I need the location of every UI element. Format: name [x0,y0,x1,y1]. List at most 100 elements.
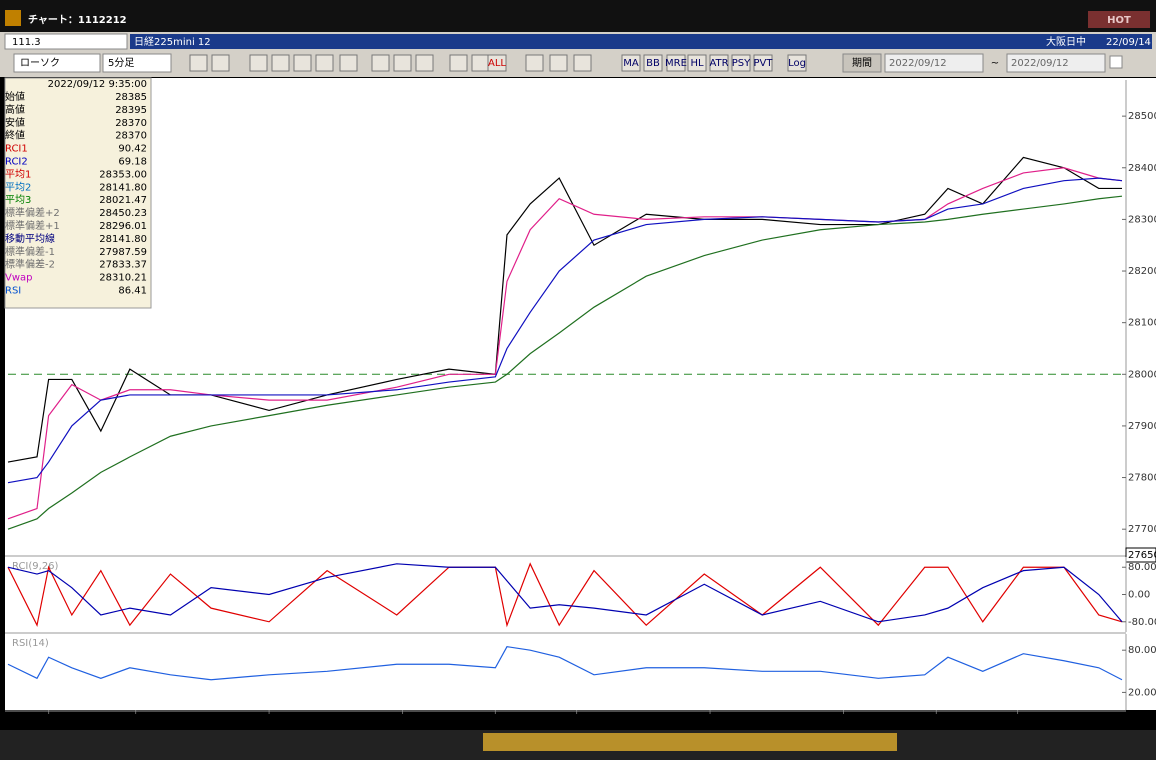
chart-style[interactable]: ローソク [20,57,60,69]
toolbar-icon [549,54,568,72]
info-rows: 始値 28385 高値 28395 安値 28370 終値 28370 RCI1 90.42 RCI… [5,90,147,297]
symbol-name: 日経225mini 12 [134,35,211,48]
info-label: 平均2 [5,181,31,193]
period-button[interactable] [842,53,882,73]
info-value: 69.18 [118,157,147,168]
info-label: 終値 [5,129,25,142]
toolbar-button[interactable] [709,54,729,72]
info-label: 標準偏差-2 [5,258,55,271]
toolbar-icon [449,54,468,72]
style-select[interactable] [13,53,101,73]
y-tick-label: 28100 [1128,318,1156,329]
date-to[interactable]: 2022/09/12 [1011,58,1069,69]
x-tick-label: 12 [703,715,717,726]
toolbar-icons: ALL MA BB MRE HL ATR PSY PVT Log [189,54,807,72]
toolbar-button[interactable] [787,54,807,72]
toolbar-icon [393,54,412,72]
hot-label[interactable]: HOT [1107,15,1131,26]
y-tick-label: 80.00 [1128,562,1156,573]
toolbar-icon [189,54,208,72]
info-value: 86.41 [118,286,147,297]
checkbox[interactable] [1109,55,1123,69]
current-price-box [1125,547,1156,563]
toolbar-button[interactable] [621,54,641,72]
info-value: 28450.23 [99,208,147,219]
date: 22/09/14 [1106,37,1151,48]
info-value: 28141.80 [99,234,147,245]
toolbar-button[interactable] [753,54,773,72]
info-label: 標準偏差+1 [5,219,60,232]
toolbar-icon [271,54,290,72]
y-tick-label: 28500 [1128,111,1156,122]
toolbar-icon [211,54,230,72]
info-value: 28370 [115,131,147,142]
panel-title: RSI(14) [12,638,49,649]
panel-title: RCI(9,26) [12,561,59,572]
toolbar-button[interactable] [687,54,707,72]
toolbar-button-label[interactable]: ATR [709,58,728,69]
toolbar-button-label[interactable]: Log [788,58,806,69]
toolbar-icon [415,54,434,72]
info-value: 28353.00 [99,169,147,180]
info-value: 28395 [115,105,147,116]
x-tick-label: 12/8:45 [474,715,516,726]
date-from[interactable]: 2022/09/12 [889,58,947,69]
series-line [7,167,1123,520]
info-value: 28296.01 [99,221,147,232]
toolbar-icon [471,54,490,72]
period-label[interactable]: 期間 [852,57,872,69]
info-label: RCI1 [5,144,28,155]
x-tick-label: 14 [837,715,851,726]
interval[interactable]: 5分足 [108,57,134,69]
series-line [7,177,1123,484]
info-label: 移動平均線 [5,232,55,245]
info-label: 平均1 [5,168,31,180]
toolbar-button-label[interactable]: MA [623,58,639,69]
y-tick-label: 20.00 [1128,687,1156,698]
date-from-box[interactable] [884,53,984,73]
app-icon [5,10,21,26]
info-label: RSI [5,286,21,297]
info-value: 27833.37 [99,260,147,271]
symbol-bar [130,34,1152,49]
toolbar-button-label[interactable]: PSY [732,58,751,69]
series-line [7,646,1123,681]
toolbar-button[interactable] [731,54,751,72]
x-tick-label: 13/8:45 [915,715,957,726]
info-value: 90.42 [118,144,147,155]
title-bar [0,0,1156,32]
series-line [7,156,1122,463]
info-value: 28385 [115,92,147,103]
window-title: チャート：1112212 [28,14,127,26]
toolbar-button-label[interactable]: HL [690,58,704,69]
symbol-select[interactable] [4,33,128,50]
toolbar-button-label[interactable]: ALL [488,58,506,69]
toolbar-button-label[interactable]: PVT [754,58,774,69]
symbol-code[interactable]: 111.3 [12,37,41,48]
y-tick-label: 27800 [1128,473,1156,484]
market: 大阪日中 [1046,35,1086,48]
date-to-box[interactable] [1006,53,1106,73]
current-price: 27650 [1128,550,1156,561]
toolbar-button-label[interactable]: MRE [665,58,687,69]
y-tick-label: 28200 [1128,266,1156,277]
toolbar-icon [339,54,358,72]
toolbar-button[interactable] [643,54,663,72]
series-line [7,562,1123,628]
scroll-thumb[interactable] [483,733,897,751]
info-label: 高値 [5,103,25,116]
series-line [7,563,1123,623]
info-label: 平均3 [5,194,31,206]
toolbar-icon [293,54,312,72]
info-value: 28310.21 [99,273,147,284]
y-tick-label: 0.00 [1128,590,1150,601]
info-label: Vwap [5,273,33,284]
y-tick-label: 28000 [1128,369,1156,380]
hot-button[interactable] [1088,11,1150,28]
toolbar-button[interactable] [487,54,507,72]
interval-select[interactable] [102,53,172,73]
toolbar-button-label[interactable]: BB [646,58,660,69]
toolbar-button[interactable] [666,54,686,72]
info-value: 28370 [115,118,147,129]
